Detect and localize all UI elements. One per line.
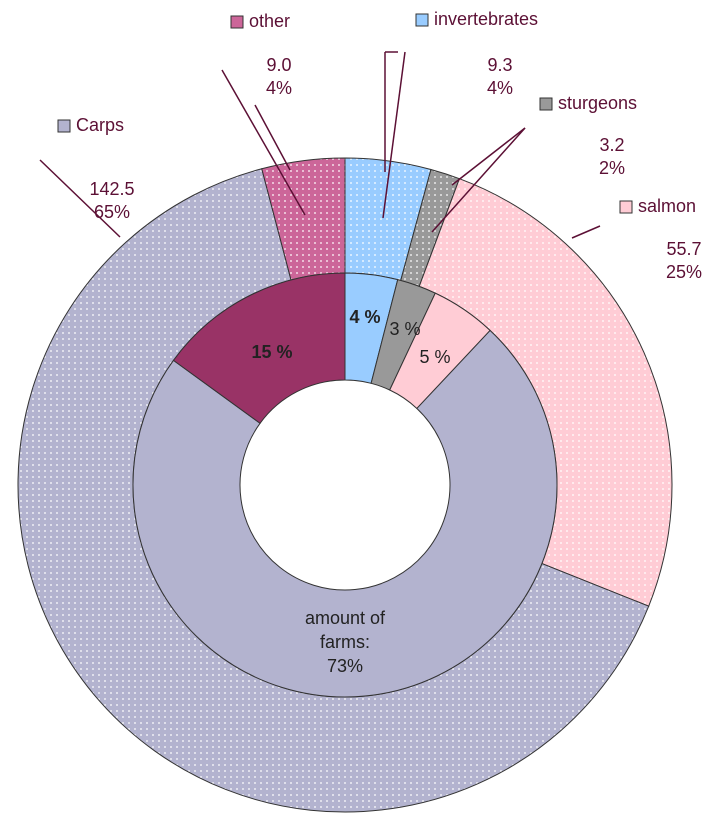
slice bbox=[172, 272, 346, 424]
inner-label: 3 % bbox=[389, 319, 420, 339]
percent-label: 65% bbox=[94, 202, 130, 222]
inner-label: 5 % bbox=[419, 347, 450, 367]
inner-title: amount of farms: bbox=[304, 608, 386, 652]
leader-line bbox=[382, 51, 406, 219]
legend-swatch bbox=[57, 119, 71, 133]
inner-label: 4 % bbox=[349, 307, 380, 327]
value-label: 3.2 bbox=[599, 135, 624, 155]
legend-swatch bbox=[539, 97, 553, 111]
slice bbox=[132, 329, 558, 698]
leader-line bbox=[451, 127, 526, 186]
leader-line bbox=[571, 225, 601, 239]
value-label: 55.7 bbox=[666, 239, 701, 259]
legend-label: Carps bbox=[76, 115, 124, 135]
percent-label: 2% bbox=[599, 158, 625, 178]
legend-label: other bbox=[249, 11, 290, 31]
legend-label: sturgeons bbox=[558, 93, 637, 113]
legend-label: invertebrates bbox=[434, 9, 538, 29]
percent-label: 4% bbox=[266, 78, 292, 98]
inner-label: 15 % bbox=[251, 342, 292, 362]
legend-swatch bbox=[619, 200, 633, 214]
legend-label: salmon bbox=[638, 196, 696, 216]
legend-swatch bbox=[415, 13, 429, 27]
value-label: 9.0 bbox=[266, 55, 291, 75]
leader-line bbox=[431, 127, 526, 233]
percent-label: 4% bbox=[487, 78, 513, 98]
leader-line bbox=[39, 159, 121, 238]
leader-line bbox=[254, 104, 291, 171]
legend-swatch bbox=[230, 15, 244, 29]
leader-line bbox=[221, 69, 306, 216]
percent-label: 25% bbox=[666, 262, 702, 282]
value-label: 142.5 bbox=[89, 179, 134, 199]
value-label: 9.3 bbox=[487, 55, 512, 75]
inner-label: 73% bbox=[326, 656, 364, 676]
